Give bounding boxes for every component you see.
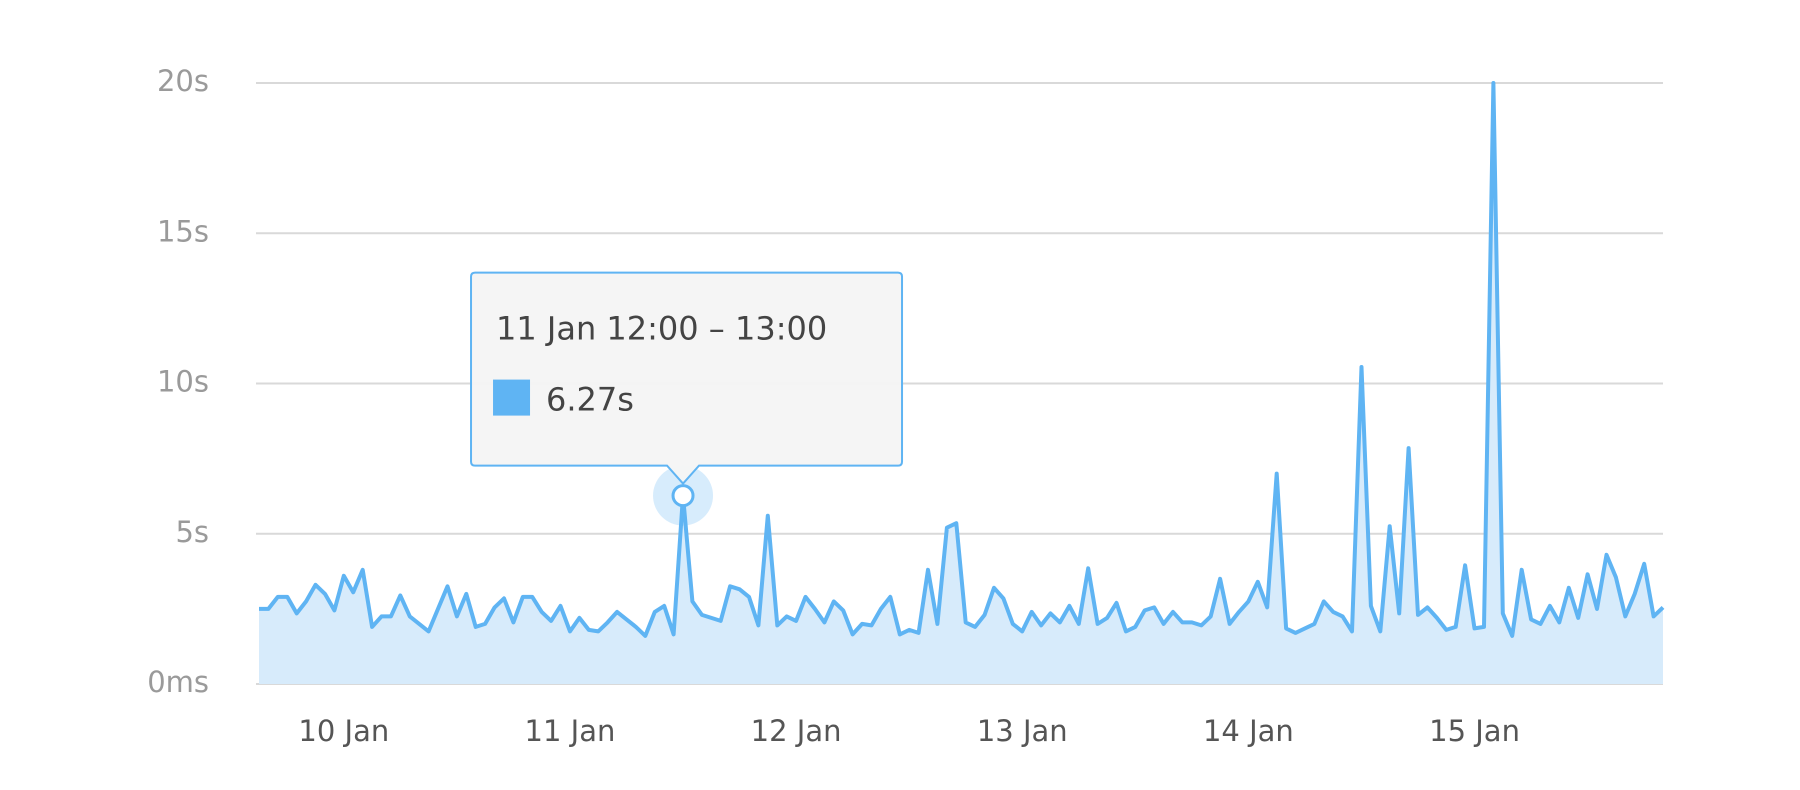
tooltip: 11 Jan 12:00 – 13:00 6.27s <box>470 271 904 486</box>
y-tick-label: 10s <box>157 365 209 399</box>
tooltip-title: 11 Jan 12:00 – 13:00 <box>496 310 827 348</box>
y-tick-label: 15s <box>157 214 209 248</box>
x-tick-label: 12 Jan <box>751 714 842 748</box>
tooltip-swatch <box>493 379 531 416</box>
y-tick-label: 5s <box>175 515 209 549</box>
hover-marker <box>671 484 695 508</box>
x-tick-label: 11 Jan <box>525 714 616 748</box>
y-tick-label: 20s <box>157 64 209 98</box>
y-tick-label: 0ms <box>147 665 209 699</box>
tooltip-box <box>470 271 904 486</box>
area-fill <box>259 83 1663 684</box>
x-tick-label: 13 Jan <box>977 714 1068 748</box>
tooltip-value: 6.27s <box>546 381 634 419</box>
x-tick-label: 15 Jan <box>1429 714 1520 748</box>
line <box>259 81 1665 638</box>
x-tick-label: 10 Jan <box>298 714 389 748</box>
x-tick-label: 14 Jan <box>1203 714 1294 748</box>
